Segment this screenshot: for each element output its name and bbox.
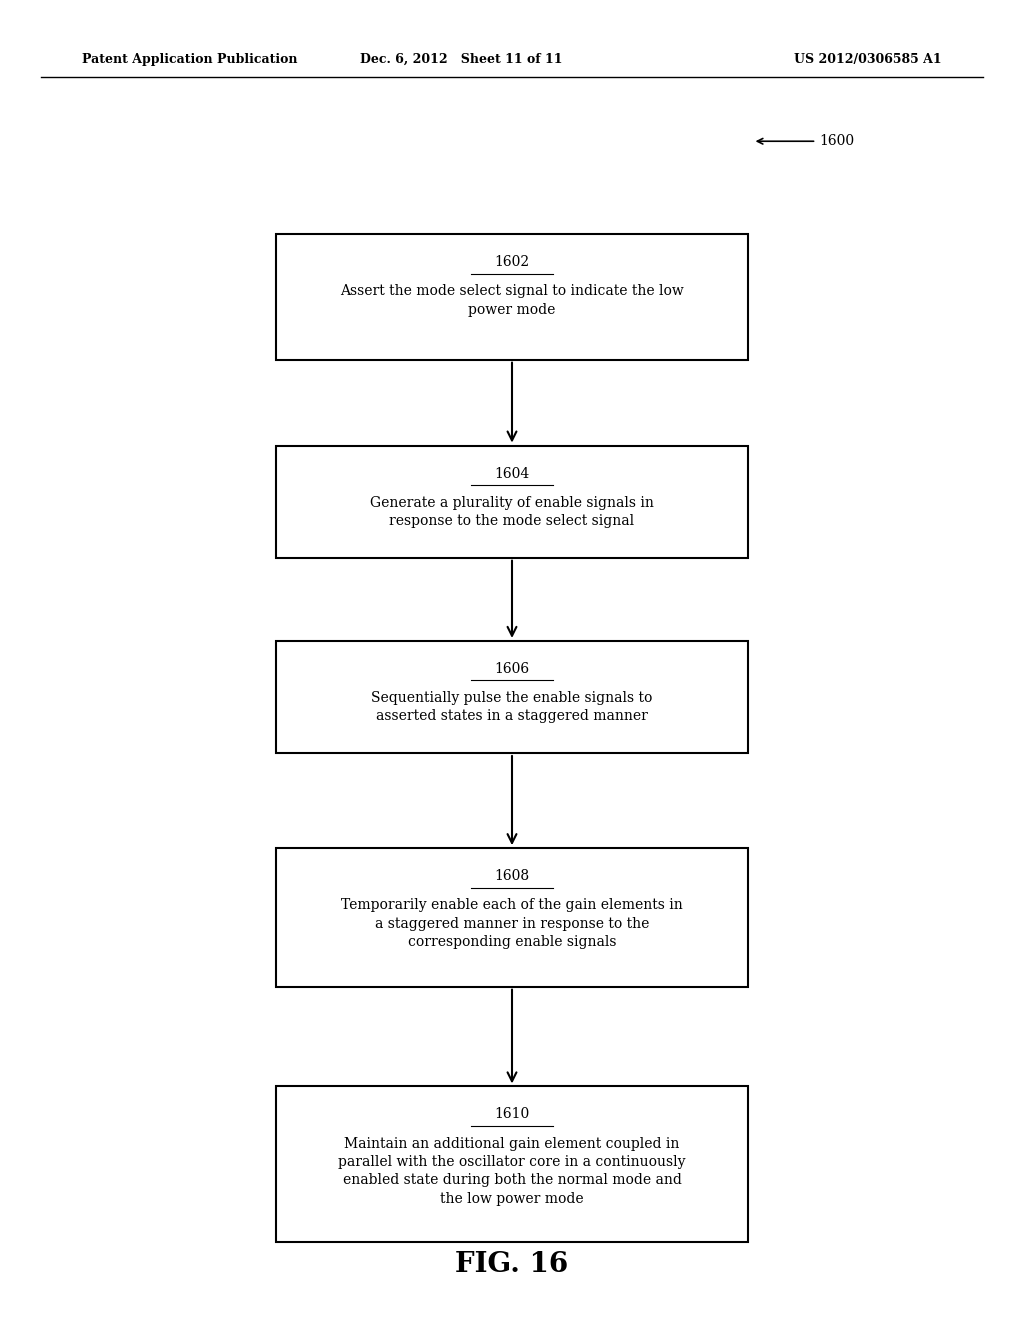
Bar [276, 446, 748, 557]
Text: Sequentially pulse the enable signals to
asserted states in a staggered manner: Sequentially pulse the enable signals to… [372, 692, 652, 723]
Text: 1608: 1608 [495, 870, 529, 883]
Text: Assert the mode select signal to indicate the low
power mode: Assert the mode select signal to indicat… [340, 285, 684, 317]
Text: Generate a plurality of enable signals in
response to the mode select signal: Generate a plurality of enable signals i… [370, 496, 654, 528]
Text: US 2012/0306585 A1: US 2012/0306585 A1 [795, 53, 942, 66]
Text: 1610: 1610 [495, 1107, 529, 1122]
Bar [276, 1086, 748, 1242]
Text: Temporarily enable each of the gain elements in
a staggered manner in response t: Temporarily enable each of the gain elem… [341, 899, 683, 949]
Bar [276, 642, 748, 752]
Bar [276, 235, 748, 359]
Text: 1600: 1600 [758, 135, 854, 148]
Text: Dec. 6, 2012   Sheet 11 of 11: Dec. 6, 2012 Sheet 11 of 11 [359, 53, 562, 66]
Text: Patent Application Publication: Patent Application Publication [82, 53, 297, 66]
Text: 1604: 1604 [495, 467, 529, 480]
Text: 1602: 1602 [495, 256, 529, 269]
Text: 1606: 1606 [495, 663, 529, 676]
Bar [276, 849, 748, 987]
Text: Maintain an additional gain element coupled in
parallel with the oscillator core: Maintain an additional gain element coup… [338, 1137, 686, 1205]
Text: FIG. 16: FIG. 16 [456, 1251, 568, 1278]
